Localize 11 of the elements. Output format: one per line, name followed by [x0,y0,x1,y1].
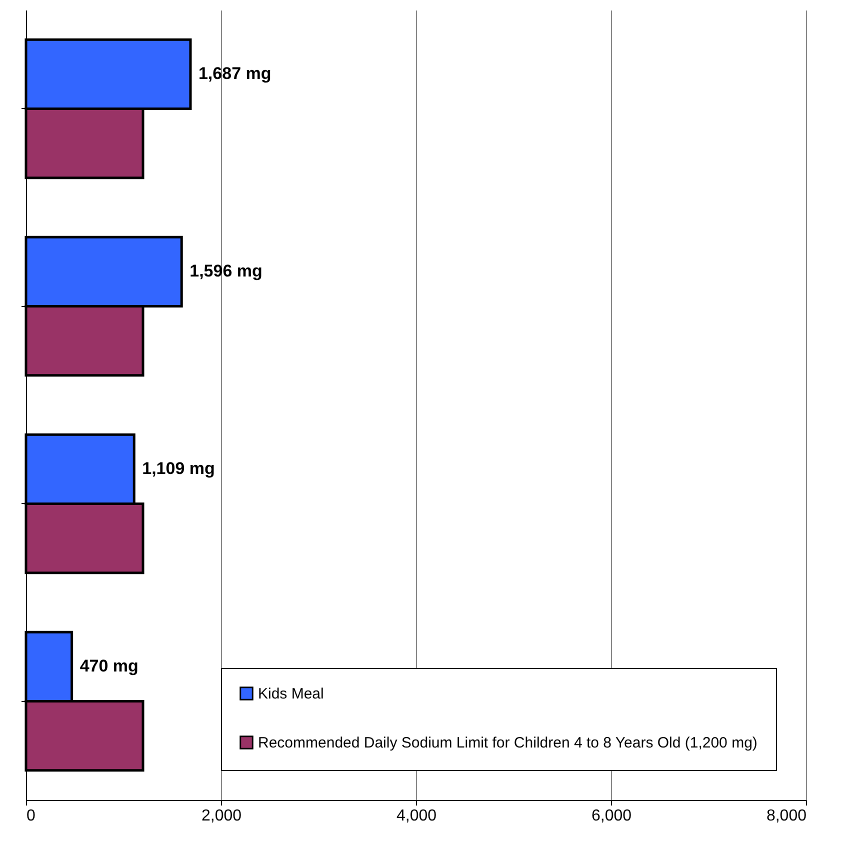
data-label: 1,109 mg [142,459,215,478]
data-label: 1,687 mg [198,64,272,84]
x-tick-label: 6,000 [591,808,632,824]
data-label: 1,596 mg [190,262,262,281]
x-tick-label: 8,000 [766,808,807,824]
x-tick-label: 4,000 [396,808,437,824]
legend-label: Recommended Daily Sodium Limit for Children 4 to 8 Years Old (1,200 mg) [258,734,758,752]
x-tick-label: 0 [26,808,36,824]
legend-label: Kids Meal [258,686,324,702]
x-tick-label: 2,000 [201,808,242,824]
data-label: 470 mg [80,656,138,676]
